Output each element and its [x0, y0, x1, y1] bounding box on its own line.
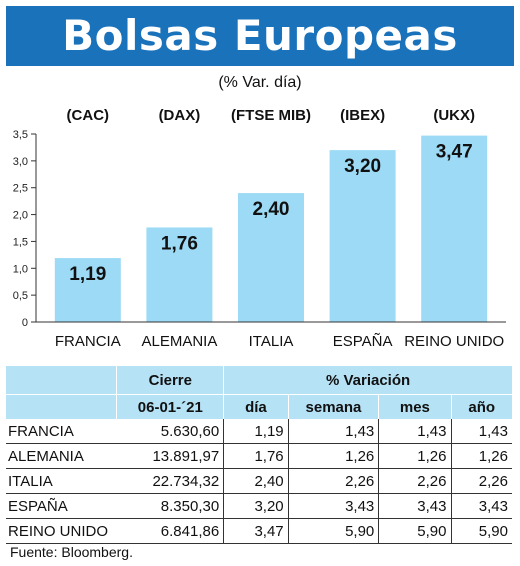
y-tick-label: 3,5 [13, 129, 28, 141]
table-row: FRANCIA 5.630,60 1,19 1,43 1,43 1,43 [6, 419, 512, 444]
row-mes: 2,26 [378, 468, 452, 494]
row-cierre: 22.734,32 [116, 468, 225, 494]
row-dia: 1,19 [223, 419, 289, 444]
source-note: Fuente: Bloomberg. [10, 544, 133, 560]
row-ano: 2,26 [451, 468, 512, 494]
header-blank [6, 366, 117, 395]
row-cierre: 5.630,60 [116, 419, 225, 444]
row-cierre: 6.841,86 [116, 518, 225, 544]
y-tick-label: 1,5 [13, 236, 28, 248]
row-dia: 3,20 [223, 493, 289, 519]
row-cierre: 13.891,97 [116, 443, 225, 469]
row-semana: 1,26 [288, 443, 380, 469]
bar [421, 135, 488, 322]
chart-subtitle: (% Var. día) [218, 74, 302, 91]
category-label: ESPAÑA [333, 333, 393, 350]
row-name: REINO UNIDO [6, 518, 117, 544]
category-label: ITALIA [249, 333, 294, 350]
row-dia: 2,40 [223, 468, 289, 494]
row-ano: 1,26 [451, 443, 512, 469]
row-semana: 2,26 [288, 468, 380, 494]
header-semana: semana [287, 394, 379, 419]
row-name: ESPAÑA [6, 493, 117, 519]
row-mes: 1,43 [378, 419, 452, 444]
header-date: 06-01-´21 [116, 394, 224, 419]
y-tick-label: 0 [22, 317, 28, 329]
y-tick-label: 1,0 [13, 263, 28, 275]
row-mes: 3,43 [378, 493, 452, 519]
index-label: (IBEX) [340, 107, 385, 124]
index-label: (CAC) [67, 107, 110, 124]
bar-value-label: 1,19 [69, 264, 106, 285]
header-cierre: Cierre [116, 366, 224, 395]
row-name: FRANCIA [6, 419, 117, 444]
row-name: ITALIA [6, 468, 117, 494]
row-semana: 3,43 [288, 493, 380, 519]
table-row: REINO UNIDO 6.841,86 3,47 5,90 5,90 5,90 [6, 518, 512, 544]
bar [329, 150, 396, 322]
y-tick-label: 0,5 [13, 290, 28, 302]
row-semana: 5,90 [288, 518, 380, 544]
row-mes: 1,26 [378, 443, 452, 469]
table-row: ITALIA 22.734,32 2,40 2,26 2,26 2,26 [6, 468, 512, 494]
bar-value-label: 3,47 [436, 142, 473, 163]
category-label: REINO UNIDO [404, 333, 504, 350]
category-label: FRANCIA [55, 333, 121, 350]
y-tick-label: 2,5 [13, 183, 28, 195]
bar-value-label: 3,20 [344, 156, 381, 177]
y-tick-label: 3,0 [13, 156, 28, 168]
bar [146, 227, 213, 322]
y-tick-label: 2,0 [13, 210, 28, 222]
row-ano: 5,90 [451, 518, 512, 544]
header-variacion: % Variación [223, 366, 512, 395]
row-cierre: 8.350,30 [116, 493, 225, 519]
index-label: (DAX) [159, 107, 201, 124]
index-label: (UKX) [433, 107, 475, 124]
row-dia: 1,76 [223, 443, 289, 469]
row-dia: 3,47 [223, 518, 289, 544]
data-table: Cierre % Variación 06-01-´21 día semana … [6, 366, 512, 544]
index-label: (FTSE MIB) [231, 107, 311, 124]
bar-value-label: 1,76 [161, 233, 198, 254]
category-label: ALEMANIA [141, 333, 217, 350]
row-ano: 3,43 [451, 493, 512, 519]
bar-chart: 0 0,5 1,0 1,5 2,0 2,5 3,0 3,5 (CAC) (DAX) (FTSE M… [13, 107, 506, 350]
chart-title: Bolsas Europeas [6, 6, 514, 66]
table-row: ESPAÑA 8.350,30 3,20 3,43 3,43 3,43 [6, 493, 512, 519]
row-semana: 1,43 [288, 419, 380, 444]
bar-value-label: 2,40 [253, 199, 290, 220]
header-dia: día [223, 394, 289, 419]
header-ano: año [450, 394, 512, 419]
header-mes: mes [378, 394, 451, 419]
header-blank-2 [6, 394, 117, 419]
bar [54, 258, 121, 322]
row-name: ALEMANIA [6, 443, 117, 469]
row-ano: 1,43 [451, 419, 512, 444]
table-row: ALEMANIA 13.891,97 1,76 1,26 1,26 1,26 [6, 443, 512, 469]
row-mes: 5,90 [378, 518, 452, 544]
bar [238, 193, 304, 322]
